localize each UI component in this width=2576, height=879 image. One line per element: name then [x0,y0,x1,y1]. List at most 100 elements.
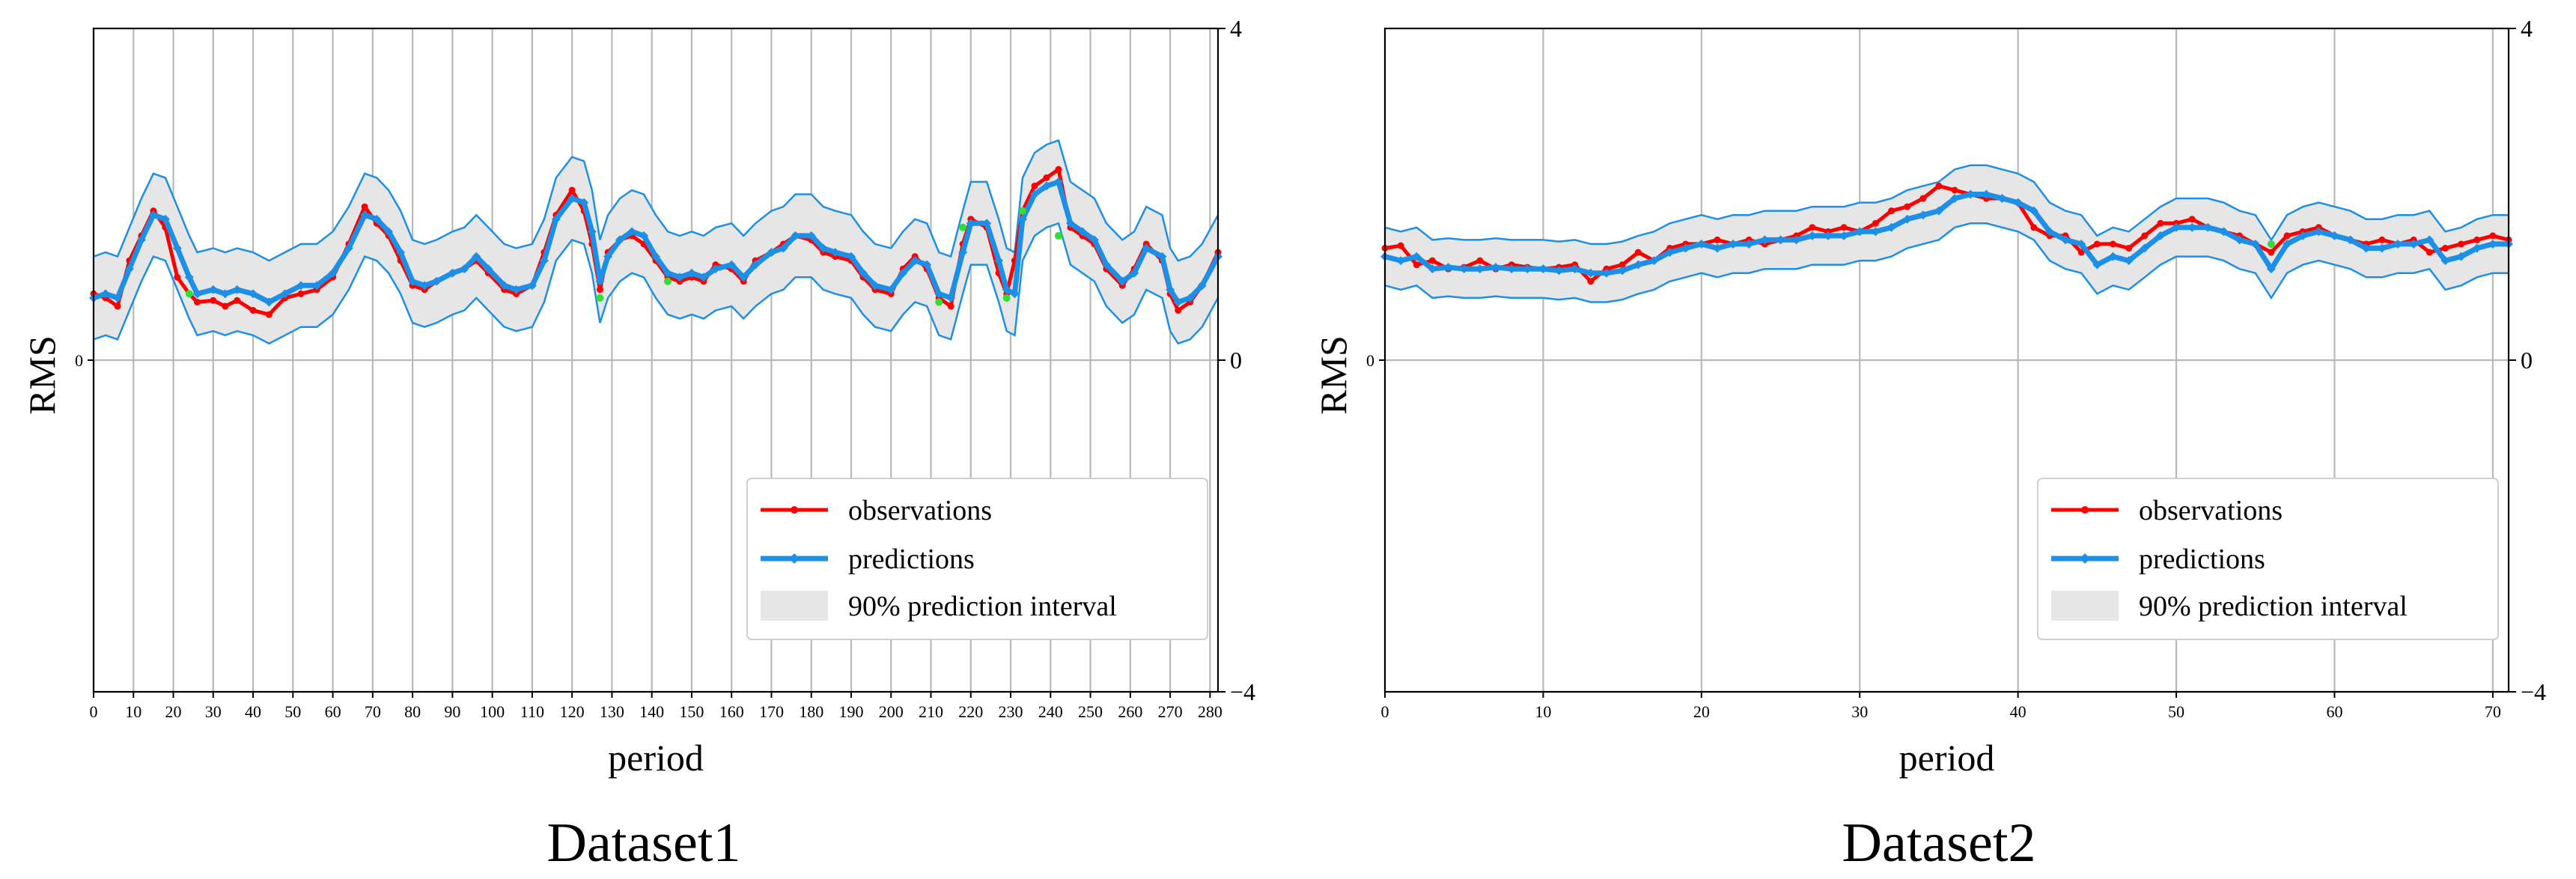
panel-dataset1: 0 10 20 30 40 50 60 70 80 90 100 110 120 130 140 150 160… [21,15,1255,874]
data-point-predictions [280,289,290,299]
x-tick-label: 220 [958,702,983,721]
data-point-predictions [1491,262,1500,272]
data-point-predictions [1041,181,1051,191]
data-point-predictions [1918,210,1928,220]
data-point-predictions [328,268,338,278]
data-point-observations [2188,216,2196,223]
data-point-predictions [360,210,370,220]
legend-marker-observations [791,506,798,514]
data-point-predictions [2155,231,2165,240]
x-tick-label: 130 [600,702,624,721]
data-point-predictions [1101,260,1111,270]
data-point-predictions [2013,198,2023,207]
data-point-observations [1055,165,1062,173]
data-point-predictions [1010,289,1020,299]
data-point-predictions [1173,297,1183,307]
data-point-predictions [2044,227,2054,237]
x-tick-label: 100 [480,702,505,721]
highlight-point [1054,231,1062,240]
x-tick-label: 280 [1198,702,1222,721]
data-point-predictions [1760,235,1770,245]
data-point-predictions [1538,264,1548,274]
data-point-predictions [1570,264,1580,274]
data-point-predictions [675,273,684,282]
x-tick-label: 170 [759,702,784,721]
data-point-predictions [595,276,605,286]
data-point-predictions [579,198,589,207]
data-point-predictions [1887,222,1896,232]
data-point-predictions [2140,243,2149,253]
data-point-predictions [460,264,469,274]
data-point-predictions [922,260,932,270]
data-point-predictions [249,289,258,299]
data-point-predictions [710,264,720,274]
data-point-observations [297,290,305,297]
legend-box [746,478,1208,640]
data-point-predictions [551,214,561,224]
x-tick-label: 150 [679,702,704,721]
data-point-predictions [1523,264,1532,274]
data-point-predictions [639,231,649,240]
x-tick-label: 190 [838,702,863,721]
data-point-predictions [2235,235,2244,245]
data-point-predictions [1197,281,1207,291]
data-point-observations [210,296,217,304]
data-point-predictions [264,297,274,307]
data-point-predictions [1130,268,1139,278]
data-point-predictions [806,231,816,240]
data-point-observations [2426,249,2433,256]
data-point-predictions [112,293,122,302]
highlight-point [185,290,193,298]
data-point-predictions [1586,268,1595,278]
x-tick-label: 60 [2326,702,2342,721]
data-point-predictions [2377,243,2387,253]
data-point-predictions [136,235,146,245]
x-tick-label: 0 [1381,702,1389,721]
data-point-predictions [1185,293,1195,302]
x-tick-label: 90 [444,702,460,721]
data-point-observations [249,307,257,314]
data-point-predictions [1855,227,1865,237]
x-tick-label: 260 [1118,702,1142,721]
data-point-predictions [100,289,110,299]
data-point-observations [193,298,201,305]
x-tick-label: 230 [999,702,1023,721]
x-tick-label: 250 [1078,702,1103,721]
x-tick-label: 240 [1038,702,1063,721]
x-tick-label: 20 [1693,702,1710,721]
interval-upper-line [1384,164,2509,246]
data-point-predictions [858,268,868,278]
data-point-observations [1919,195,1927,202]
legend-box [2037,478,2499,640]
interval-lower-line [93,222,1220,345]
x-axis-label: period [1899,737,1995,779]
data-point-predictions [2219,227,2229,237]
y-axis-label: RMS [21,335,63,415]
data-point-predictions [1065,219,1075,228]
data-point-observations [1714,236,1721,243]
data-point-observations [2378,236,2386,243]
data-point-predictions [184,273,194,282]
x-tick-label: 10 [125,702,141,721]
data-point-predictions [432,276,442,286]
data-point-predictions [886,285,896,294]
data-point-predictions [1089,235,1099,245]
highlight-point [935,298,943,306]
data-point-predictions [192,289,202,299]
data-point-predictions [1729,239,1738,249]
x-tick-label: 70 [2485,702,2501,721]
data-point-observations [2141,232,2149,240]
data-point-observations [174,273,181,281]
y-axis-label: RMS [1312,335,1354,415]
data-point-observations [2077,249,2085,256]
data-point-predictions [312,281,322,291]
data-point-observations [2458,240,2465,248]
data-point-predictions [484,264,493,274]
data-point-observations [1476,257,1484,264]
x-tick-label: 10 [1535,702,1551,721]
legend-marker-observations [2081,506,2089,514]
data-point-predictions [1744,239,1754,249]
data-point-predictions [372,214,382,224]
data-point-observations [1043,174,1050,181]
